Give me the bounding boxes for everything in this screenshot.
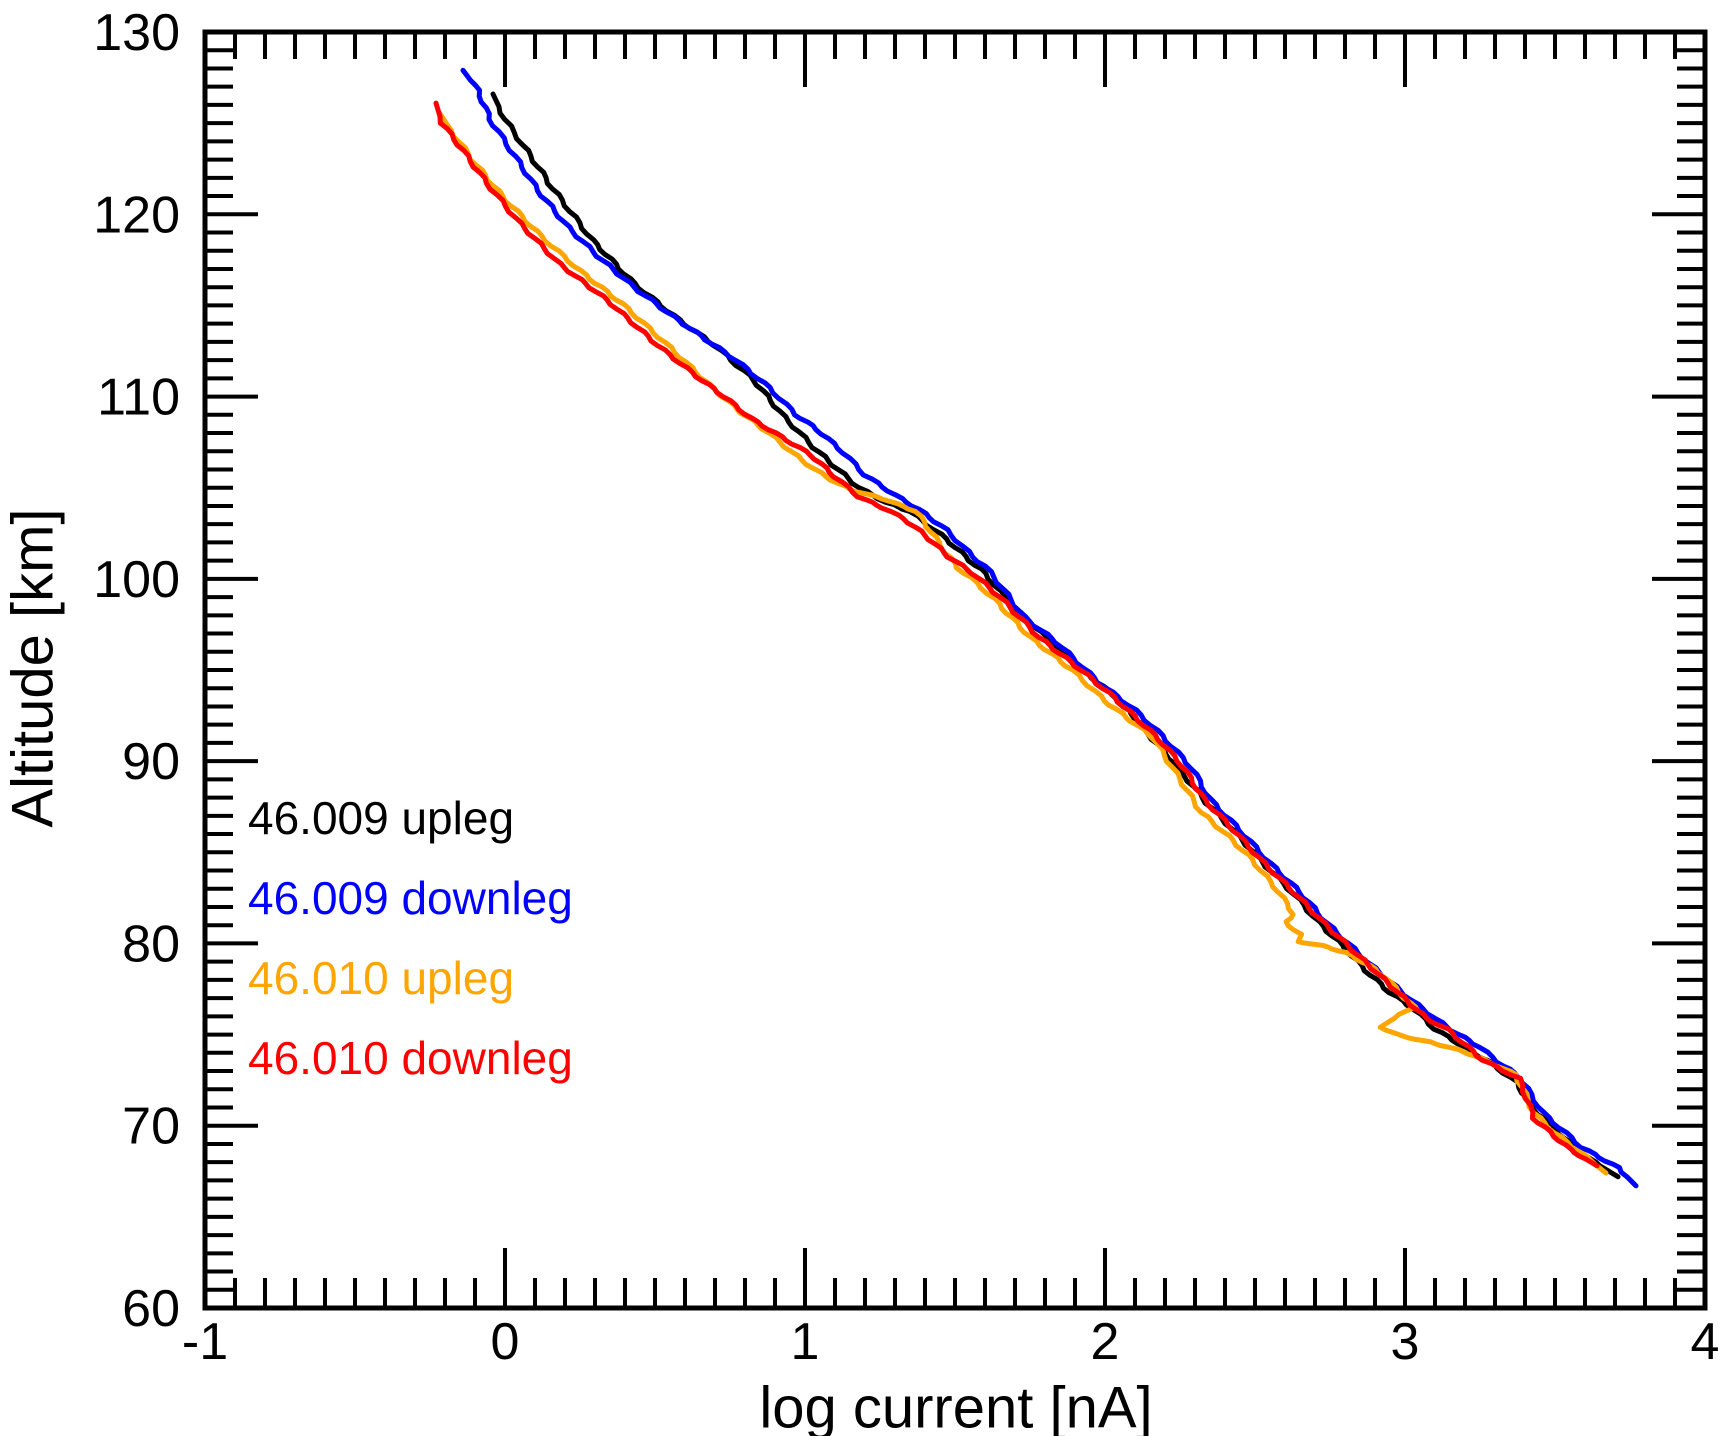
series-line-46-009-upleg: [490, 91, 1621, 1180]
x-tick-label: 4: [1691, 1313, 1720, 1371]
y-tick-label: 130: [93, 4, 180, 62]
y-tick-label: 70: [122, 1098, 180, 1156]
x-axis-label: log current [nA]: [759, 1375, 1153, 1436]
y-axis-label: Altitude [km]: [0, 508, 66, 828]
series-line-46-010-upleg: [436, 109, 1609, 1176]
y-tick-label: 110: [97, 369, 180, 427]
legend-item-46009-upleg: 46.009 upleg: [248, 792, 515, 844]
plot-border: [202, 29, 1708, 1311]
legend-item-46009-downleg: 46.009 downleg: [248, 872, 573, 924]
legend-item-46010-upleg: 46.010 upleg: [248, 952, 515, 1004]
x-tick-label: 2: [1091, 1313, 1120, 1371]
y-tick-label: 80: [122, 915, 180, 973]
x-tick-label: -1: [182, 1313, 228, 1371]
x-tick-label: 0: [491, 1313, 520, 1371]
series-line-46-009-downleg: [460, 67, 1639, 1189]
y-tick-label: 60: [122, 1280, 180, 1338]
legend-item-46010-downleg: 46.010 downleg: [248, 1032, 573, 1084]
y-tick-label: 120: [93, 186, 180, 244]
x-tick-label: 3: [1391, 1313, 1420, 1371]
y-tick-label: 90: [122, 733, 180, 791]
x-tick-label: 1: [791, 1313, 820, 1371]
series-line-46-010-downleg: [433, 100, 1600, 1169]
y-tick-label: 100: [93, 551, 180, 609]
